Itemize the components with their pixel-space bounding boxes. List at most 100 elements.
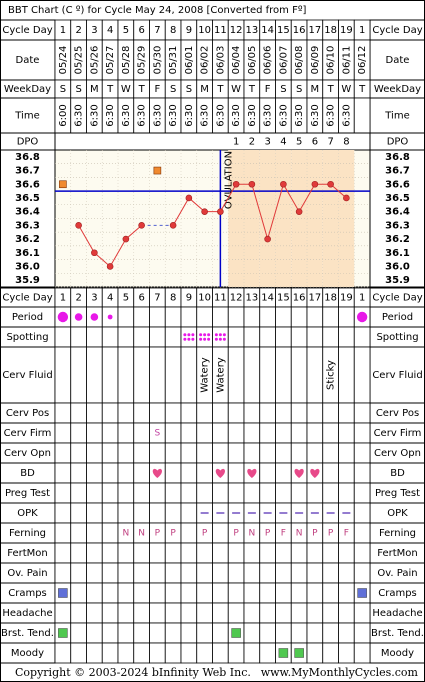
bd-heart — [152, 468, 162, 478]
time-label: 6:30 — [247, 104, 258, 126]
day-cell — [70, 482, 87, 504]
day-cell — [275, 442, 292, 464]
date-label: 06/05 — [247, 46, 258, 75]
day-cell — [86, 642, 103, 664]
day-cell — [338, 582, 355, 604]
y-tick-label: 36.3 — [15, 220, 40, 231]
day-cell — [86, 402, 103, 424]
dpo-label: 3 — [264, 137, 270, 148]
temp-point — [311, 180, 319, 188]
categorie-label: 18 — [324, 25, 337, 36]
day-cell — [212, 582, 229, 604]
day-cell — [353, 502, 371, 524]
day-cell — [70, 622, 87, 644]
day-cell — [338, 602, 355, 624]
temp-point — [327, 180, 334, 188]
day-cell — [353, 602, 371, 624]
obs-label: F — [344, 529, 349, 539]
day-cell — [196, 582, 213, 604]
day-cell — [338, 622, 355, 644]
time-label: 6:30 — [263, 104, 274, 126]
categorie-label: 14 — [261, 293, 274, 304]
date-label: 06/10 — [326, 46, 337, 75]
day-cell — [117, 482, 135, 504]
weekday-label: T — [248, 84, 256, 95]
period-dot — [107, 314, 113, 320]
row-label: OPK — [387, 508, 408, 519]
day-cell — [322, 482, 339, 504]
spotting-dot — [187, 333, 191, 337]
day-cell — [117, 642, 135, 664]
day-cell — [164, 562, 182, 584]
date-label: 06/07 — [278, 46, 289, 75]
day-cell — [117, 422, 135, 444]
day-cell — [149, 582, 166, 604]
day-cell — [353, 522, 371, 544]
row-label: Cycle Day — [372, 25, 422, 36]
day-cell — [164, 482, 182, 504]
row-label: Period — [12, 312, 43, 323]
day-cell — [259, 442, 276, 464]
day-cell — [133, 502, 150, 524]
day-cell — [259, 622, 276, 644]
weekday-label: T — [106, 84, 114, 95]
website: www.MyMonthlyCycles.com — [261, 666, 419, 679]
time-label: 6:30 — [310, 104, 321, 126]
day-cell — [133, 346, 150, 404]
categorie-label: 8 — [170, 293, 176, 304]
day-cell — [212, 522, 229, 544]
obs-label: N — [138, 529, 145, 539]
temp-point — [295, 208, 303, 215]
day-cell — [101, 522, 119, 544]
label-cell — [0, 97, 56, 134]
day-cell — [275, 542, 292, 564]
day-cell — [306, 562, 324, 584]
day-cell — [275, 422, 292, 444]
day-cell — [86, 582, 103, 604]
day-cell — [101, 502, 119, 524]
categorie-label: 1 — [359, 25, 365, 36]
day-cell — [353, 562, 371, 584]
day-cell — [196, 326, 213, 348]
day-cell — [133, 482, 150, 504]
day-cell — [212, 326, 229, 348]
row-label: Preg Test — [375, 488, 420, 499]
day-cell — [338, 442, 355, 464]
day-cell — [180, 602, 198, 624]
weekday-label: T — [358, 84, 366, 95]
categorie-label: 11 — [214, 25, 227, 36]
day-cell — [54, 462, 72, 484]
day-cell — [227, 326, 245, 348]
categorie-label: 15 — [277, 293, 290, 304]
day-cell — [70, 442, 87, 464]
categorie-label: 4 — [107, 25, 113, 36]
date-label: 06/02 — [200, 46, 211, 75]
day-cell — [243, 562, 261, 584]
day-cell — [70, 462, 87, 484]
day-cell — [149, 442, 166, 464]
categorie-label: 10 — [198, 25, 211, 36]
day-cell — [259, 402, 276, 424]
time-label: 6:30 — [74, 104, 85, 126]
dpo-label: 2 — [249, 137, 255, 148]
day-cell — [322, 542, 339, 564]
categorie-label: 1 — [60, 25, 66, 36]
row-label: Ov. Pain — [377, 568, 417, 579]
day-cell — [275, 306, 292, 328]
y-tick-label: 36.0 — [15, 261, 40, 272]
spotting-dot — [218, 333, 222, 337]
row-label: DPO — [17, 137, 39, 148]
day-cell — [54, 522, 72, 544]
day-cell — [117, 502, 135, 524]
day-cell — [149, 602, 166, 624]
day-cell — [212, 442, 229, 464]
row-label: Cerv Fluid — [372, 370, 422, 381]
day-cell — [275, 482, 292, 504]
day-cell — [101, 326, 119, 348]
day-cell — [117, 462, 135, 484]
day-cell — [70, 582, 87, 604]
day-cell — [180, 442, 198, 464]
day-cell — [117, 602, 135, 624]
row-label: Brst. Tend. — [371, 628, 424, 639]
weekday-label: M — [90, 84, 99, 95]
